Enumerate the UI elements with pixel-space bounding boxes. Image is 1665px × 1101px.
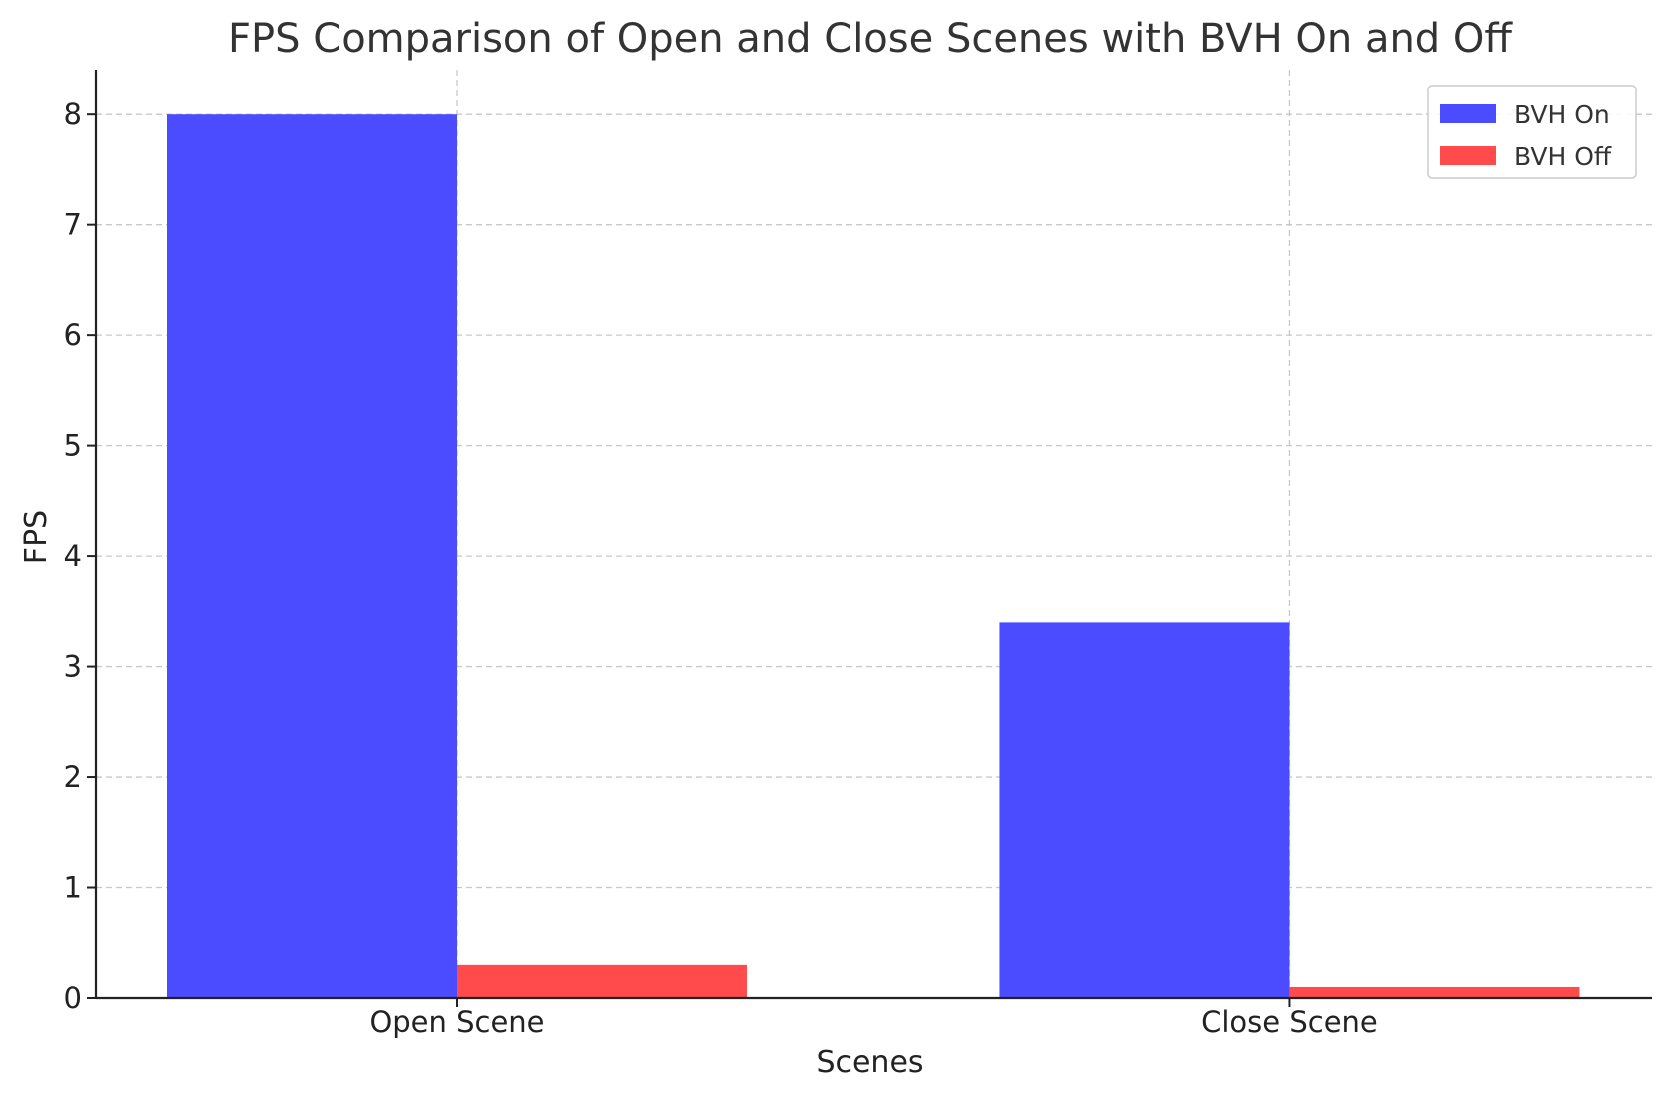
axes: 0 1 2 3 4 5 6 7 8 Open Scene Close Scene <box>64 70 1652 1039</box>
y-tick-label: 7 <box>64 208 82 242</box>
bars <box>166 114 1580 998</box>
y-tick-label: 8 <box>64 97 82 131</box>
legend: BVH On BVH Off <box>1427 85 1637 179</box>
bar-bvh-off-open-scene <box>456 964 747 998</box>
bar-bvh-on-open-scene <box>166 114 457 998</box>
y-tick-label: 2 <box>64 760 82 794</box>
y-tick-label: 4 <box>64 539 82 573</box>
x-tick-label: Close Scene <box>1201 1005 1378 1039</box>
x-axis-label: Scenes <box>816 1045 923 1080</box>
x-tick-label: Open Scene <box>369 1005 544 1039</box>
legend-swatch <box>1440 146 1496 165</box>
bar-bvh-on-close-scene <box>999 622 1290 998</box>
y-tick-label: 0 <box>64 981 82 1015</box>
y-tick-label: 5 <box>64 429 82 463</box>
bar-bvh-off-close-scene <box>1289 986 1580 998</box>
legend-label: BVH Off <box>1514 142 1612 171</box>
y-tick-label: 1 <box>64 871 82 905</box>
chart-title: FPS Comparison of Open and Close Scenes … <box>228 16 1513 62</box>
y-axis-label: FPS <box>19 510 54 564</box>
y-tick-label: 6 <box>64 318 82 352</box>
y-tick-label: 3 <box>64 650 82 684</box>
legend-label: BVH On <box>1514 100 1610 129</box>
legend-swatch <box>1440 104 1496 123</box>
